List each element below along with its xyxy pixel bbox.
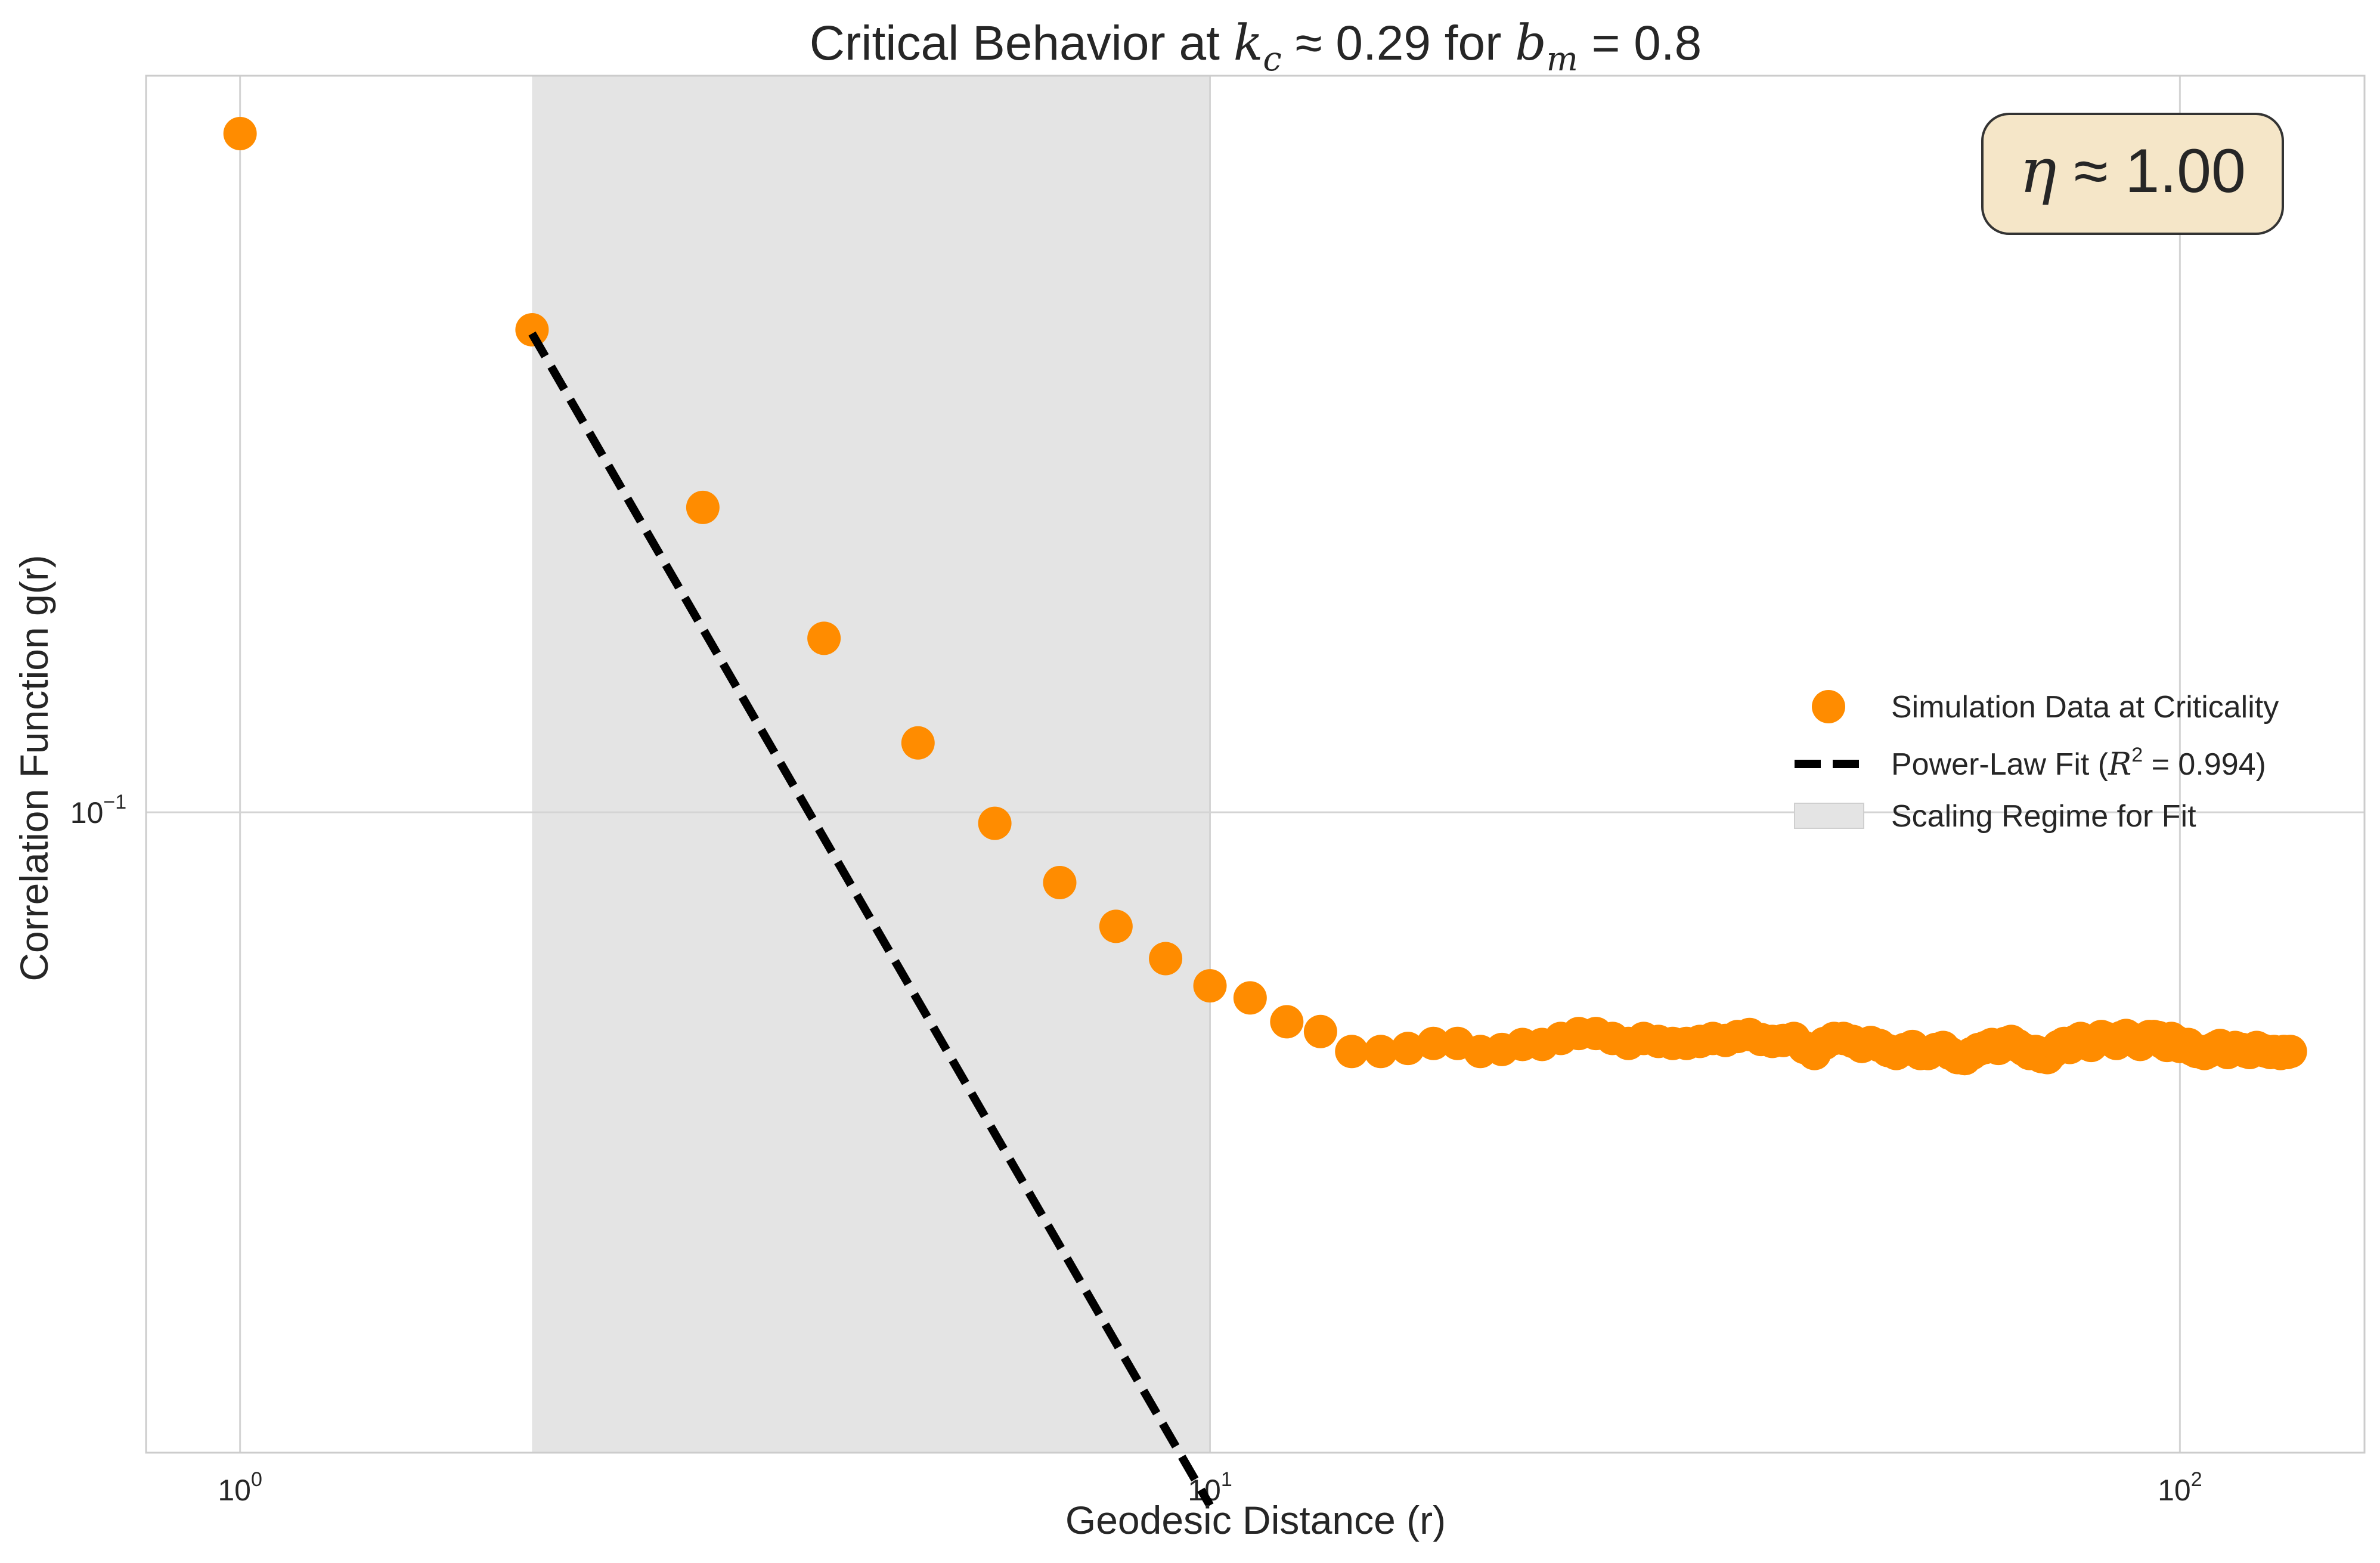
plot-area: 10010110210−1 <box>70 75 2366 1508</box>
power-law-fit-line <box>528 331 1214 1508</box>
data-point <box>1303 1014 1337 1048</box>
data-point <box>686 490 720 524</box>
legend-label-simulation: Simulation Data at Criticality <box>1891 690 2279 725</box>
data-point <box>223 116 257 150</box>
chart-title: Critical Behavior at kc ≈ 0.29 for bm = … <box>810 15 1702 79</box>
data-point <box>1391 1032 1425 1066</box>
x-tick-label: 102 <box>2158 1468 2202 1507</box>
data-point <box>901 726 935 760</box>
legend-swatch-region <box>1794 803 1864 829</box>
data-point <box>1149 942 1183 976</box>
x-tick-label: 100 <box>218 1468 262 1507</box>
data-point <box>1270 1005 1304 1039</box>
eta-annotation: η ≈ 1.00 <box>1981 113 2284 235</box>
data-point <box>1099 909 1133 943</box>
data-point <box>807 621 841 655</box>
y-axis-label: Correlation Function g(r) <box>12 555 56 981</box>
data-point <box>1417 1026 1451 1060</box>
legend-marker-simulation <box>1812 690 1845 723</box>
plot-frame <box>145 75 2366 1454</box>
scaling-region <box>532 76 1210 1453</box>
legend-label-region: Scaling Regime for Fit <box>1891 799 2196 834</box>
data-point <box>978 806 1012 840</box>
data-point <box>1043 866 1077 900</box>
data-point <box>2273 1035 2307 1069</box>
eta-annotation-text: η ≈ 1.00 <box>2019 134 2246 207</box>
data-point <box>1363 1035 1397 1069</box>
x-axis-label: Geodesic Distance (r) <box>1065 1498 1446 1542</box>
eta-annotation-box <box>1981 113 2284 235</box>
data-point <box>1233 981 1267 1015</box>
legend: Simulation Data at Criticality Power-Law… <box>1794 690 2279 834</box>
data-point <box>1193 969 1227 1003</box>
legend-label-fit: Power-Law Fit (R2 = 0.994) <box>1891 744 2266 782</box>
data-point <box>515 313 549 347</box>
y-tick-label: 10−1 <box>70 791 126 830</box>
data-point <box>1335 1035 1369 1069</box>
